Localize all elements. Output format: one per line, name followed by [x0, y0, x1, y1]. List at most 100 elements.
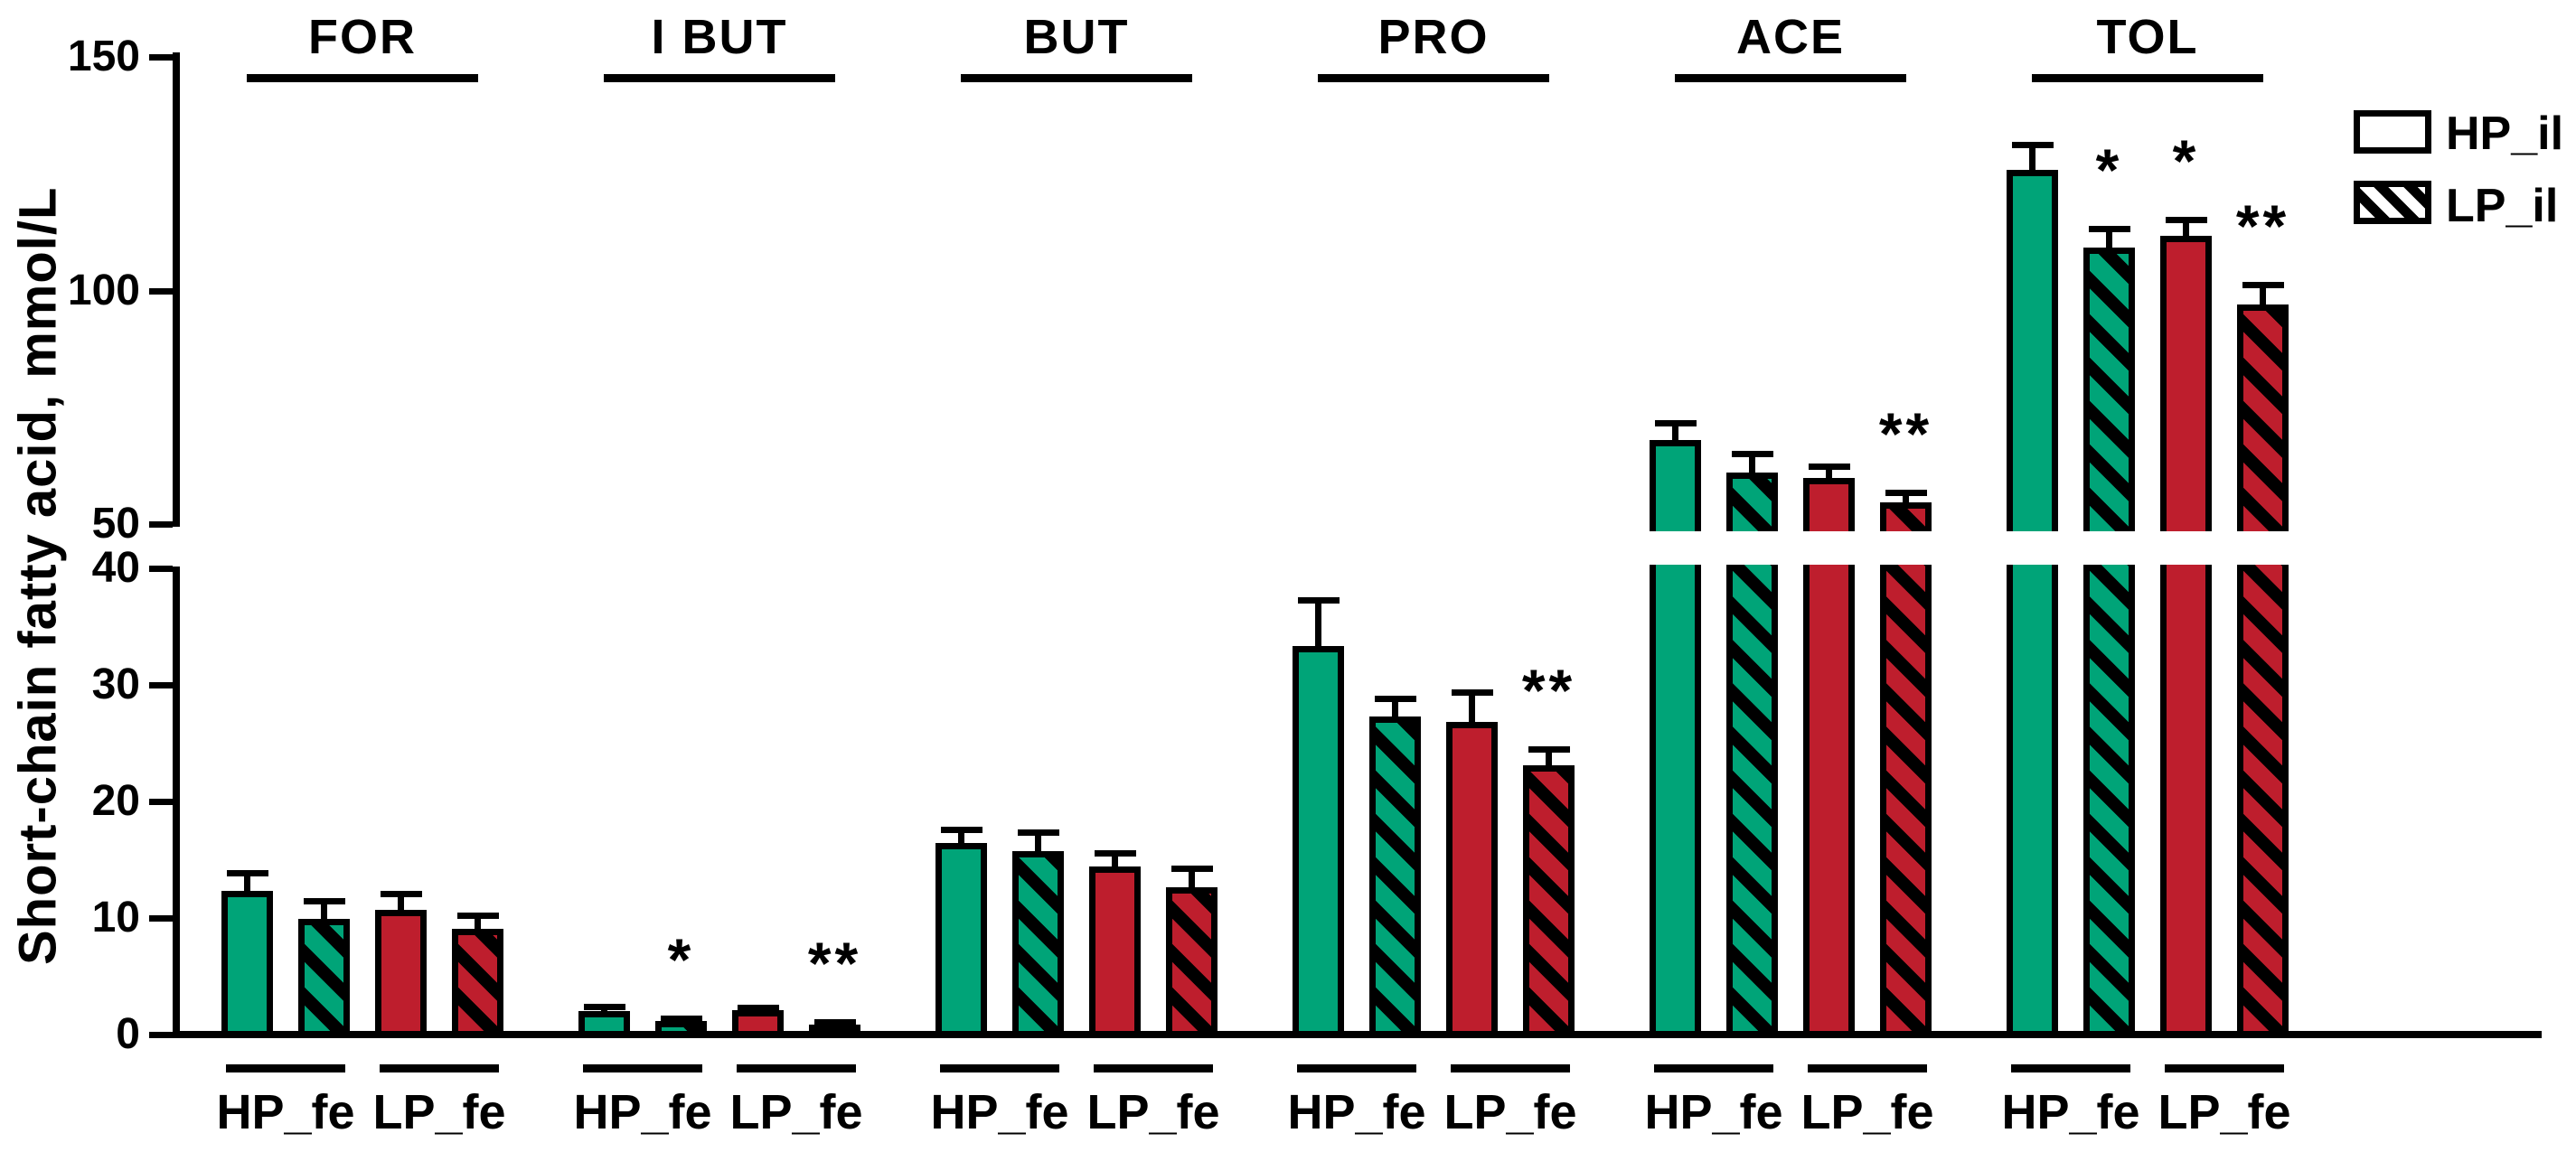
subgroup-underline [2165, 1064, 2284, 1072]
error-bar-cap [1374, 696, 1416, 703]
bar [1446, 722, 1498, 1031]
error-bar-stem [1112, 852, 1118, 867]
group-header-underline [961, 74, 1192, 82]
subgroup-label: LP_fe [1800, 1085, 1934, 1139]
y-axis-lower-segment [173, 567, 180, 1038]
error-bar-cap [456, 913, 499, 920]
subgroup-label: LP_fe [1086, 1085, 1220, 1139]
y-tick-label: 100 [67, 266, 140, 314]
legend-label-hp-il: HP_il [2446, 108, 2564, 160]
error-bar-cap [940, 826, 982, 833]
subgroup-label: LP_fe [729, 1085, 863, 1139]
bar [1166, 887, 1217, 1031]
error-bar-stem [1189, 867, 1195, 888]
group-header-underline [247, 74, 478, 82]
subgroup-underline [1654, 1064, 1773, 1072]
bar-upper-segment [1726, 473, 1778, 531]
bar-upper-segment [1650, 439, 1701, 531]
subgroup-label: HP_fe [1644, 1085, 1783, 1139]
error-bar-stem [244, 872, 250, 892]
y-tick-label: 0 [116, 1010, 140, 1058]
subgroup-underline [380, 1064, 499, 1072]
y-axis-upper-segment [173, 52, 180, 527]
subgroup-underline [737, 1064, 856, 1072]
error-bar-cap [303, 897, 345, 904]
error-bar-cap [1528, 745, 1570, 753]
significance-marker: * [2095, 136, 2123, 204]
error-bar-stem [1826, 465, 1832, 478]
error-bar-stem [1672, 422, 1678, 440]
error-bar-cap [737, 1004, 779, 1011]
y-tick [149, 521, 173, 528]
error-bar-stem [2183, 219, 2189, 236]
error-bar-cap [1808, 463, 1850, 470]
subgroup-label: HP_fe [216, 1085, 355, 1139]
subgroup-underline [583, 1064, 702, 1072]
subgroup-label: LP_fe [2158, 1085, 2291, 1139]
bar [732, 1009, 784, 1031]
error-bar-cap [1654, 419, 1697, 426]
bar [1089, 866, 1141, 1031]
error-bar-cap [813, 1019, 856, 1026]
bar [655, 1020, 707, 1031]
significance-marker: ** [1521, 656, 1576, 724]
error-bar-cap [1297, 596, 1340, 604]
subgroup-underline [940, 1064, 1059, 1072]
legend-swatch-open [2354, 110, 2431, 154]
bar-lower-segment [2237, 565, 2289, 1031]
y-tick [149, 54, 173, 61]
legend: HP_il LP_il [2354, 110, 2576, 237]
error-bar-cap [226, 869, 268, 876]
bar [298, 919, 350, 1031]
y-tick-label: 50 [91, 500, 140, 548]
bar [1523, 765, 1575, 1031]
bar [1293, 646, 1344, 1031]
significance-marker: ** [807, 930, 862, 997]
bar [578, 1011, 630, 1031]
error-bar-cap [2011, 141, 2054, 148]
group-header: TOL [2096, 10, 2199, 64]
error-bar-stem [1749, 454, 1755, 473]
error-bar-cap [1094, 849, 1136, 857]
bar-lower-segment [1803, 565, 1855, 1031]
x-axis [173, 1031, 2542, 1038]
error-bar-stem [1469, 691, 1475, 723]
y-tick-label: 150 [67, 33, 140, 80]
subgroup-label: LP_fe [372, 1085, 506, 1139]
y-tick [149, 799, 173, 805]
error-bar-stem [2260, 284, 2266, 304]
significance-marker: ** [2235, 192, 2290, 259]
bar-upper-segment [1880, 502, 1932, 531]
y-tick [149, 566, 173, 572]
bar [1012, 851, 1064, 1031]
error-bar-stem [475, 915, 481, 929]
subgroup-label: HP_fe [573, 1085, 712, 1139]
subgroup-underline [2011, 1064, 2130, 1072]
error-bar-cap [2088, 226, 2130, 233]
y-tick-label: 40 [91, 544, 140, 592]
bar-lower-segment [1726, 565, 1778, 1031]
group-header-underline [2032, 74, 2263, 82]
y-tick-label: 30 [91, 660, 140, 708]
error-bar-cap [1170, 865, 1213, 872]
group-header: ACE [1735, 10, 1845, 64]
y-tick-label: 20 [91, 777, 140, 825]
group-header-underline [604, 74, 835, 82]
bar-lower-segment [2007, 565, 2058, 1031]
error-bar-cap [2165, 216, 2207, 223]
error-bar-stem [2106, 229, 2112, 248]
error-bar-cap [1885, 489, 1927, 496]
significance-marker: * [667, 925, 695, 993]
group-header: PRO [1377, 10, 1490, 64]
y-tick [149, 287, 173, 295]
subgroup-underline [1808, 1064, 1927, 1072]
y-tick [149, 682, 173, 688]
bar-upper-segment [2083, 247, 2135, 531]
group-header-underline [1675, 74, 1906, 82]
significance-marker: ** [1878, 399, 1933, 467]
bar-lower-segment [2160, 565, 2212, 1031]
subgroup-underline [226, 1064, 345, 1072]
bar [1369, 716, 1421, 1031]
